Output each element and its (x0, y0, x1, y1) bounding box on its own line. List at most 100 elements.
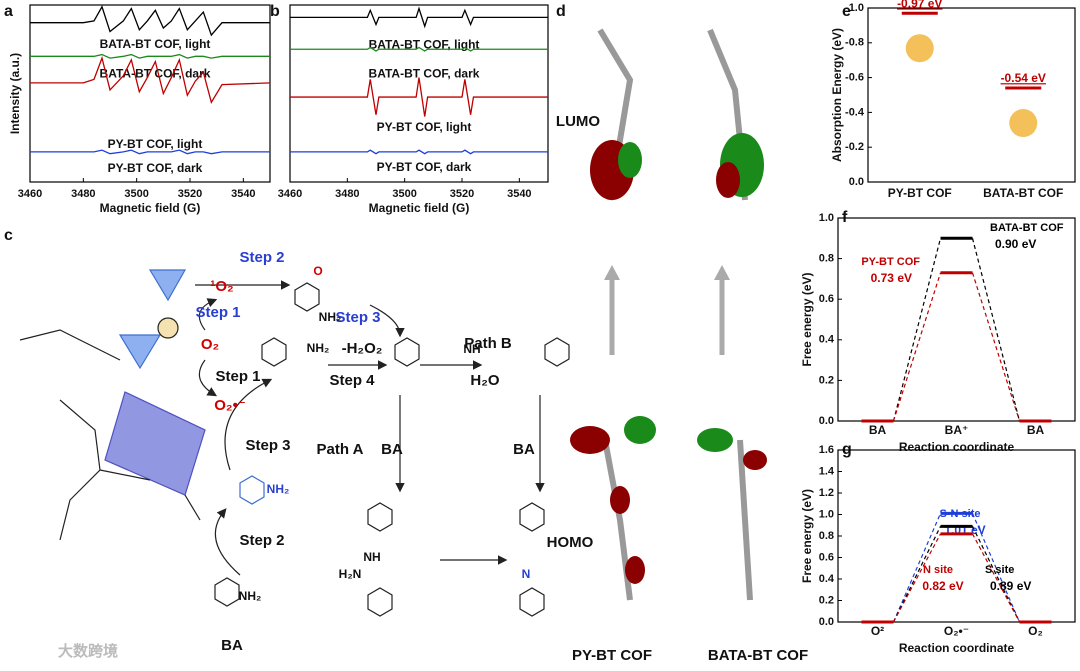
x-axis-label: Reaction coordinate (899, 440, 1015, 454)
y-tick-label: -0.4 (845, 106, 865, 118)
watermark: 大数跨境 (58, 642, 118, 660)
x-tick-label: O₂•⁻ (944, 624, 969, 638)
scheme-label: Step 2 (239, 532, 284, 549)
y-tick-label: 1.4 (819, 465, 835, 477)
scheme-label: N (522, 567, 531, 581)
plot-frame (837, 217, 1076, 422)
molecule-icon (905, 34, 934, 63)
x-tick-label: 3480 (335, 188, 359, 200)
scheme-label: Path A (317, 441, 364, 458)
molecule-icon (1009, 109, 1038, 138)
x-tick-label: 3540 (231, 188, 255, 200)
x-tick-label: 3480 (71, 188, 95, 200)
plot-frame (29, 4, 271, 183)
x-tick-label: PY-BT COF (888, 186, 952, 200)
scheme-label: O₂ (201, 336, 219, 353)
y-tick-label: 0.6 (819, 293, 834, 305)
scheme-label: O (313, 264, 322, 278)
spectrum-line (30, 149, 270, 155)
y-axis-label: Free energy (eV) (800, 489, 814, 583)
x-tick-label: O² (871, 624, 884, 638)
series-label: BATA-BT COF (990, 222, 1064, 234)
series-label: PY-BT COF (861, 256, 920, 268)
y-axis-label: Intensity (a.u.) (8, 53, 22, 134)
series-label: S site (985, 564, 1014, 576)
x-tick-label: 3500 (392, 188, 416, 200)
scheme-label: NH (463, 342, 480, 356)
value-label: 0.90 eV (995, 237, 1036, 251)
y-tick-label: -0.8 (845, 37, 864, 49)
spectrum-line (30, 55, 271, 104)
x-axis-label: Magnetic field (G) (100, 201, 201, 215)
connector (892, 272, 942, 422)
y-tick-label: 1.0 (819, 508, 834, 520)
panel-letter: b (270, 3, 280, 20)
scheme-label: Step 2 (239, 249, 284, 266)
scheme-label: NH₂ (267, 482, 290, 496)
x-tick-label: 3460 (278, 188, 302, 200)
x-tick-label: 3540 (507, 188, 531, 200)
spectrum-line (30, 5, 270, 37)
plot-frame (289, 4, 549, 183)
series-label: PY-BT COF, dark (108, 161, 203, 175)
orbital-label: BATA-BT COF (708, 647, 808, 664)
panel-letter: e (842, 3, 851, 20)
x-axis-label: Magnetic field (G) (369, 201, 470, 215)
scheme-drawing (19, 269, 570, 617)
scheme-label: NH (363, 550, 380, 564)
x-tick-label: 3520 (450, 188, 474, 200)
scheme-label: BA (381, 441, 403, 458)
scheme-label: Path B (464, 335, 512, 352)
scheme-label: BA (221, 637, 243, 654)
series-label: PY-BT COF, dark (377, 160, 472, 174)
y-tick-label: 0.0 (819, 415, 834, 427)
connector (971, 533, 1021, 623)
series-label: PY-BT COF, light (108, 137, 203, 151)
orbital-label: HOMO (547, 534, 594, 551)
y-tick-label: 1.2 (819, 487, 834, 499)
orbital-label: PY-BT COF (572, 647, 652, 664)
scheme-label: Step 4 (329, 372, 375, 389)
x-tick-label: 3500 (124, 188, 148, 200)
connector (971, 272, 1021, 422)
scheme-label: BA (513, 441, 535, 458)
orbital-drawing (570, 28, 767, 601)
scheme-label: Step 1 (215, 368, 260, 385)
series-label: BATA-BT COF, dark (100, 67, 211, 81)
connector (971, 513, 1021, 623)
plot-frame (867, 7, 1076, 183)
value-label: -0.97 eV (897, 0, 942, 10)
scheme-label: Step 1 (195, 304, 240, 321)
series-label: N site (923, 564, 953, 576)
scheme-label: NH₂ (319, 310, 342, 324)
x-tick-label: BATA-BT COF (983, 186, 1063, 200)
spectrum-line (290, 46, 548, 52)
y-tick-label: 0.2 (819, 594, 834, 606)
x-tick-label: BA⁺ (945, 423, 969, 437)
y-tick-label: -0.2 (845, 141, 864, 153)
scheme-label: -H₂O₂ (342, 340, 383, 357)
scheme-label: Step 3 (245, 437, 290, 454)
x-tick-label: O₂ (1028, 624, 1043, 638)
series-label: S-N site (940, 508, 981, 520)
connector (892, 513, 942, 623)
y-tick-label: 0.6 (819, 551, 834, 563)
spectrum-line (290, 149, 548, 155)
connector (971, 526, 1021, 623)
y-tick-label: 0.8 (819, 253, 834, 265)
x-tick-label: BA (869, 423, 887, 437)
spectrum-line (290, 6, 548, 29)
panel-letter: d (556, 3, 566, 20)
x-tick-label: 3520 (178, 188, 202, 200)
connector (892, 238, 942, 422)
series-label: BATA-BT COF, light (369, 38, 480, 52)
series-label: PY-BT COF, light (377, 120, 472, 134)
scheme-label: H₂N (339, 567, 362, 581)
y-axis-label: Absorption Energy (eV) (830, 28, 844, 162)
y-tick-label: 0.2 (819, 374, 834, 386)
y-tick-label: 0.8 (819, 530, 834, 542)
y-tick-label: -0.6 (845, 72, 864, 84)
y-axis-label: Free energy (eV) (800, 272, 814, 366)
value-label: 0.82 eV (922, 579, 963, 593)
scheme-label: H₂O (470, 372, 499, 389)
